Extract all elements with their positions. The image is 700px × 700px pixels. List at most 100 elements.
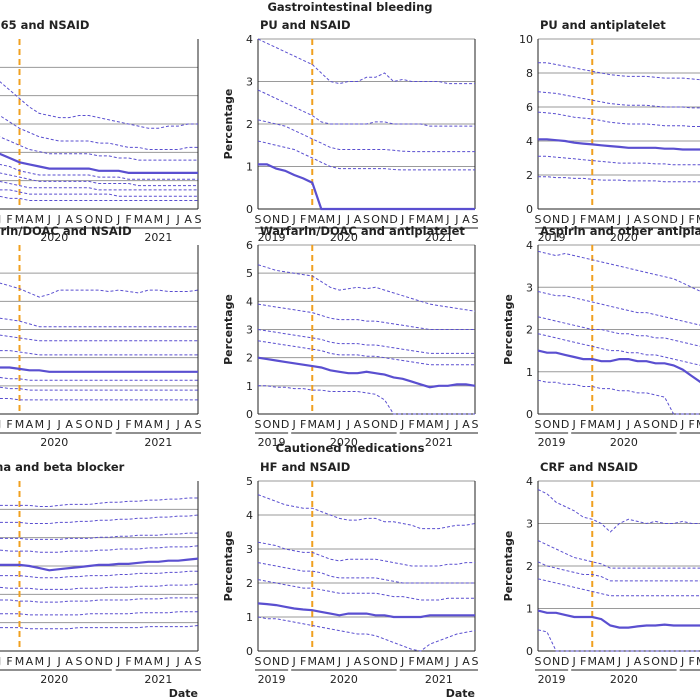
x-tick-label: S — [472, 655, 479, 668]
x-tick-label: N — [660, 213, 668, 226]
x-tick-label: A — [145, 213, 153, 226]
x-tick-label: S — [195, 418, 202, 431]
percentile-line — [537, 250, 700, 292]
section-title-cautioned-medications: Cautioned medications — [275, 441, 425, 455]
x-tick-label: D — [105, 418, 113, 431]
x-tick-label: S — [643, 213, 650, 226]
x-tick-label: A — [318, 655, 326, 668]
x-tick-label: J — [176, 655, 180, 668]
year-label: 2021 — [144, 231, 172, 244]
x-tick-label: J — [454, 655, 458, 668]
y-tick-label: 0 — [246, 203, 253, 216]
panel-title: Warfarin/DOAC and antiplatelet — [260, 224, 465, 238]
x-tick-label: O — [85, 418, 94, 431]
x-tick-label: J — [47, 655, 51, 668]
x-tick-label: F — [125, 418, 131, 431]
y-tick-label: 4 — [526, 239, 533, 252]
y-tick-label: 5 — [246, 475, 253, 488]
y-tick-label: 2 — [246, 577, 253, 590]
x-axis-title: Date — [446, 687, 475, 700]
x-tick-label: M — [434, 418, 444, 431]
y-tick-label: 0 — [526, 203, 533, 216]
x-tick-label: J — [166, 655, 170, 668]
y-axis-title: Percentage — [502, 531, 515, 602]
x-tick-label: A — [598, 418, 606, 431]
percentile-line — [0, 81, 198, 129]
x-tick-label: S — [76, 418, 83, 431]
x-tick-label: F — [580, 418, 586, 431]
x-tick-label: M — [15, 418, 25, 431]
y-tick-label: 3 — [246, 543, 253, 556]
y-tick-label: 1 — [246, 161, 253, 174]
x-tick-label: J — [0, 213, 1, 226]
x-tick-label: N — [380, 655, 388, 668]
year-label: 2020 — [330, 231, 358, 244]
x-tick-label: M — [606, 655, 616, 668]
median-line — [0, 557, 199, 572]
x-tick-label: O — [651, 213, 660, 226]
x-tick-label: A — [184, 213, 192, 226]
panel-title: PU and antiplatelet — [540, 18, 666, 32]
median-line — [257, 602, 475, 619]
x-tick-label: A — [634, 213, 642, 226]
y-axis-title: Percentage — [222, 531, 235, 602]
year-label: 2021 — [425, 436, 453, 449]
x-tick-label: O — [543, 655, 552, 668]
x-tick-label: M — [15, 655, 25, 668]
x-tick-label: J — [572, 655, 576, 668]
x-tick-label: S — [472, 213, 479, 226]
percentile-line — [537, 561, 700, 582]
x-tick-label: F — [125, 213, 131, 226]
year-label: 2019 — [258, 231, 286, 244]
percentile-line — [537, 111, 700, 127]
x-tick-label: M — [134, 655, 144, 668]
percentile-line — [257, 562, 475, 584]
x-tick-label: M — [416, 655, 426, 668]
x-tick-label: M — [696, 655, 700, 668]
x-tick-label: O — [371, 418, 380, 431]
x-tick-label: J — [0, 418, 1, 431]
x-tick-label: N — [272, 418, 280, 431]
x-tick-label: S — [363, 418, 370, 431]
percentile-line — [0, 570, 198, 579]
x-tick-label: F — [689, 655, 695, 668]
x-tick-label: A — [598, 655, 606, 668]
percentile-line — [0, 350, 198, 356]
year-label: 2020 — [40, 436, 68, 449]
x-tick-label: N — [95, 655, 103, 668]
percentile-line — [0, 625, 199, 630]
y-tick-label: 4 — [246, 295, 253, 308]
percentile-line — [257, 119, 475, 153]
x-tick-label: S — [363, 655, 370, 668]
x-tick-label: J — [454, 418, 458, 431]
x-tick-label: A — [184, 418, 192, 431]
x-tick-label: S — [535, 213, 542, 226]
x-tick-label: N — [552, 213, 560, 226]
x-tick-label: N — [95, 418, 103, 431]
y-tick-label: 1 — [246, 611, 253, 624]
chart-panel: PercentageAge ≥65 and NSAIDSONDJFMAMJJAS… — [0, 18, 202, 244]
percentile-line — [257, 89, 475, 127]
x-tick-label: F — [6, 655, 12, 668]
percentile-line — [257, 264, 476, 312]
x-tick-label: J — [57, 655, 61, 668]
x-tick-label: A — [26, 418, 34, 431]
percentile-line — [257, 494, 476, 530]
x-tick-label: S — [363, 213, 370, 226]
percentile-line — [538, 176, 700, 183]
x-tick-label: N — [660, 655, 668, 668]
x-tick-label: F — [409, 655, 415, 668]
x-tick-label: M — [588, 213, 598, 226]
x-tick-label: M — [154, 418, 164, 431]
x-tick-label: M — [134, 418, 144, 431]
year-label: 2020 — [610, 231, 638, 244]
y-tick-label: 3 — [246, 76, 253, 89]
x-tick-label: S — [643, 655, 650, 668]
percentile-line — [0, 514, 199, 524]
x-tick-label: A — [26, 655, 34, 668]
year-label: 2020 — [40, 673, 68, 686]
percentile-line — [0, 545, 199, 553]
percentile-line — [537, 291, 700, 326]
